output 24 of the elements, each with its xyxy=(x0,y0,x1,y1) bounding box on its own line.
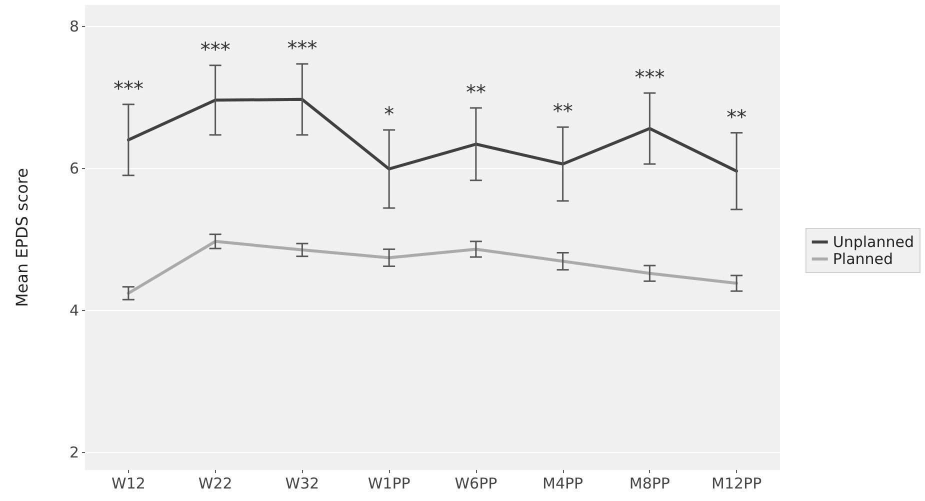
line-series xyxy=(126,240,738,295)
x-tick-label: W32 xyxy=(285,474,320,492)
legend-label: Planned xyxy=(832,250,894,268)
annotation: ** xyxy=(552,99,573,124)
legend-label: Unplanned xyxy=(832,233,914,251)
y-tick-label: 8 xyxy=(69,17,79,36)
x-tick-label: M12PP xyxy=(712,474,762,492)
x-tick-label: M8PP xyxy=(629,474,670,492)
x-tick-label: W1PP xyxy=(368,474,410,492)
x-tick-label: W12 xyxy=(111,474,146,492)
annotation: *** xyxy=(287,36,318,60)
y-tick-label: 4 xyxy=(69,301,79,320)
y-tick-label: 2 xyxy=(69,443,79,462)
y-tick-label: 6 xyxy=(69,159,79,178)
annotation: ** xyxy=(726,104,747,129)
y-axis-title: Mean EPDS score xyxy=(12,168,32,307)
x-tick-label: M4PP xyxy=(542,474,584,492)
annotation: *** xyxy=(200,37,230,62)
annotation: * xyxy=(384,102,394,126)
annotation: *** xyxy=(634,65,665,90)
x-tick-label: W22 xyxy=(198,474,232,492)
annotation: ** xyxy=(466,80,486,104)
x-tick-label: W6PP xyxy=(454,474,498,492)
annotation: *** xyxy=(113,76,144,100)
